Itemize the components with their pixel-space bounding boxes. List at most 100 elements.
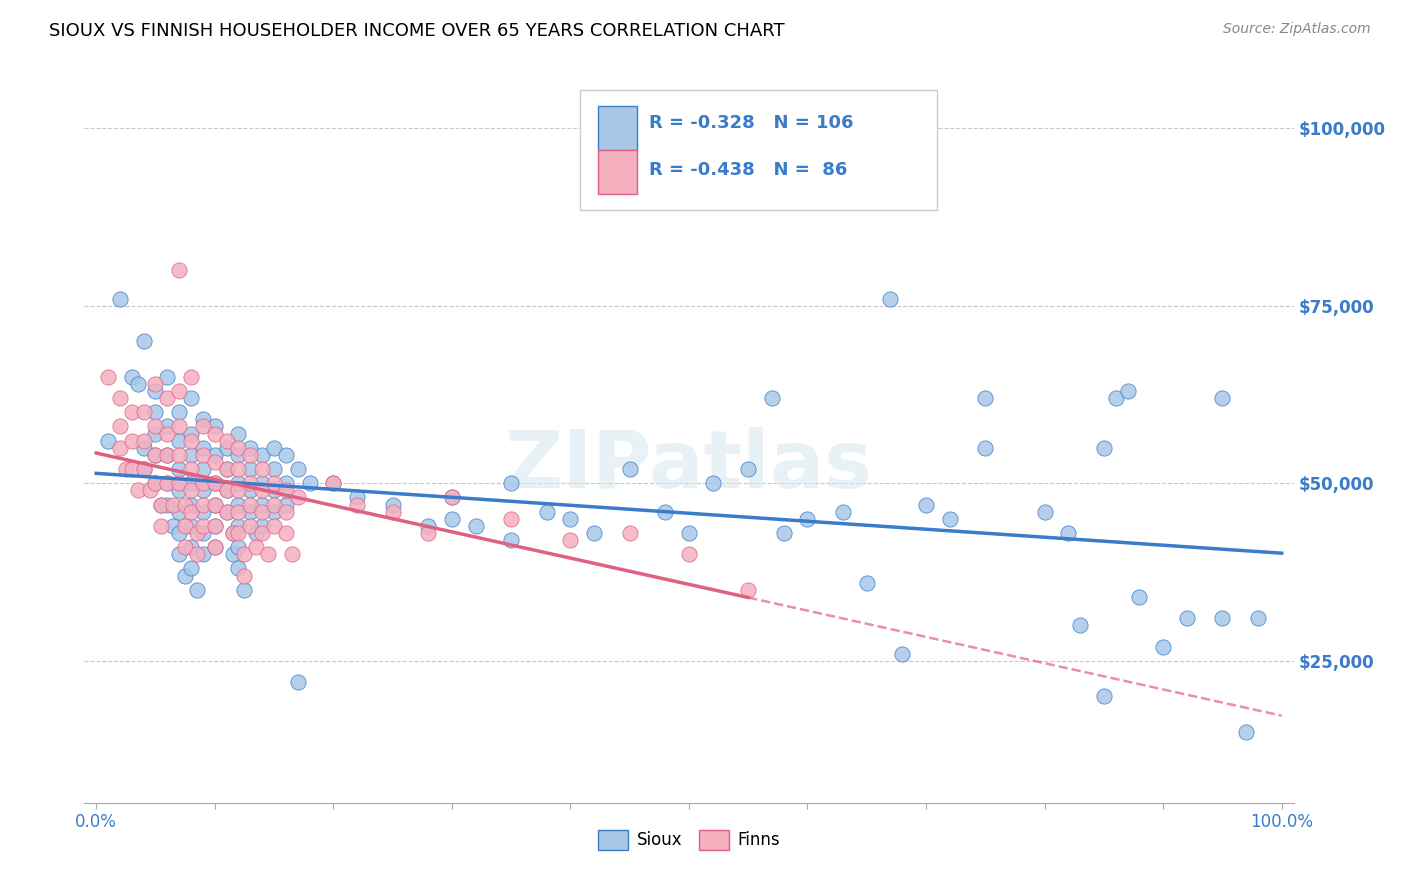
Point bbox=[287, 462, 309, 476]
Point bbox=[1211, 391, 1233, 405]
Point bbox=[796, 512, 818, 526]
Point bbox=[322, 476, 344, 491]
Point bbox=[501, 512, 523, 526]
Point bbox=[191, 547, 214, 561]
Point bbox=[346, 498, 368, 512]
Point bbox=[204, 540, 226, 554]
Point bbox=[167, 505, 190, 519]
Point bbox=[121, 462, 143, 476]
Point bbox=[245, 525, 267, 540]
Point bbox=[536, 505, 558, 519]
Point bbox=[1105, 391, 1128, 405]
Point bbox=[145, 419, 167, 434]
Point bbox=[127, 483, 149, 498]
Point bbox=[108, 419, 131, 434]
Point bbox=[167, 384, 190, 398]
Point bbox=[228, 540, 250, 554]
Point bbox=[228, 498, 250, 512]
Point bbox=[619, 462, 641, 476]
Point bbox=[228, 483, 250, 498]
Point bbox=[228, 448, 250, 462]
Point bbox=[204, 498, 226, 512]
Point bbox=[215, 462, 238, 476]
Point bbox=[132, 434, 155, 448]
Point bbox=[204, 540, 226, 554]
Point bbox=[250, 483, 273, 498]
Point bbox=[381, 505, 404, 519]
Point bbox=[186, 525, 208, 540]
Point bbox=[938, 512, 960, 526]
Point bbox=[239, 476, 262, 491]
Point bbox=[145, 476, 167, 491]
Point bbox=[1116, 384, 1139, 398]
Point bbox=[1092, 441, 1115, 455]
Point bbox=[191, 419, 214, 434]
Point bbox=[145, 384, 167, 398]
Point bbox=[115, 462, 138, 476]
Point bbox=[174, 519, 197, 533]
Point bbox=[263, 498, 285, 512]
Point bbox=[191, 498, 214, 512]
Point bbox=[879, 292, 901, 306]
Point bbox=[250, 525, 273, 540]
Point bbox=[191, 505, 214, 519]
Point bbox=[150, 519, 173, 533]
Point bbox=[274, 483, 297, 498]
Point bbox=[239, 505, 262, 519]
Point bbox=[186, 582, 208, 597]
Point bbox=[583, 525, 606, 540]
Point bbox=[156, 426, 179, 441]
Point bbox=[287, 675, 309, 690]
Point bbox=[204, 455, 226, 469]
Point bbox=[263, 505, 285, 519]
Point bbox=[204, 476, 226, 491]
Y-axis label: Householder Income Over 65 years: Householder Income Over 65 years bbox=[0, 301, 7, 573]
Point bbox=[737, 582, 759, 597]
Point bbox=[204, 476, 226, 491]
Point bbox=[180, 448, 202, 462]
Point bbox=[381, 498, 404, 512]
Point bbox=[1128, 590, 1150, 604]
Point bbox=[281, 547, 304, 561]
Point bbox=[274, 476, 297, 491]
Point bbox=[167, 405, 190, 419]
Point bbox=[156, 369, 179, 384]
Point bbox=[654, 505, 676, 519]
Point bbox=[97, 369, 120, 384]
Point bbox=[678, 547, 700, 561]
Point bbox=[263, 483, 285, 498]
Point bbox=[501, 476, 523, 491]
Point bbox=[287, 491, 309, 505]
Point bbox=[1247, 611, 1270, 625]
Point bbox=[245, 540, 267, 554]
Text: ZIPatlas: ZIPatlas bbox=[505, 427, 873, 506]
Point bbox=[274, 448, 297, 462]
Text: SIOUX VS FINNISH HOUSEHOLDER INCOME OVER 65 YEARS CORRELATION CHART: SIOUX VS FINNISH HOUSEHOLDER INCOME OVER… bbox=[49, 22, 785, 40]
Point bbox=[167, 547, 190, 561]
Point bbox=[221, 525, 243, 540]
Point bbox=[191, 519, 214, 533]
Text: R = -0.328   N = 106: R = -0.328 N = 106 bbox=[650, 113, 853, 131]
Point bbox=[215, 505, 238, 519]
Point bbox=[180, 540, 202, 554]
Point bbox=[191, 483, 214, 498]
Point bbox=[464, 519, 486, 533]
Point bbox=[156, 419, 179, 434]
Point bbox=[167, 462, 190, 476]
Point bbox=[215, 434, 238, 448]
Point bbox=[156, 391, 179, 405]
Point bbox=[215, 441, 238, 455]
Point bbox=[132, 441, 155, 455]
Point bbox=[132, 462, 155, 476]
Point bbox=[215, 505, 238, 519]
Point bbox=[180, 483, 202, 498]
Point bbox=[121, 369, 143, 384]
Point bbox=[274, 505, 297, 519]
Point bbox=[167, 263, 190, 277]
Point bbox=[180, 519, 202, 533]
Point bbox=[150, 498, 173, 512]
Point bbox=[108, 391, 131, 405]
Point bbox=[761, 391, 783, 405]
Point bbox=[156, 498, 179, 512]
Point bbox=[239, 462, 262, 476]
